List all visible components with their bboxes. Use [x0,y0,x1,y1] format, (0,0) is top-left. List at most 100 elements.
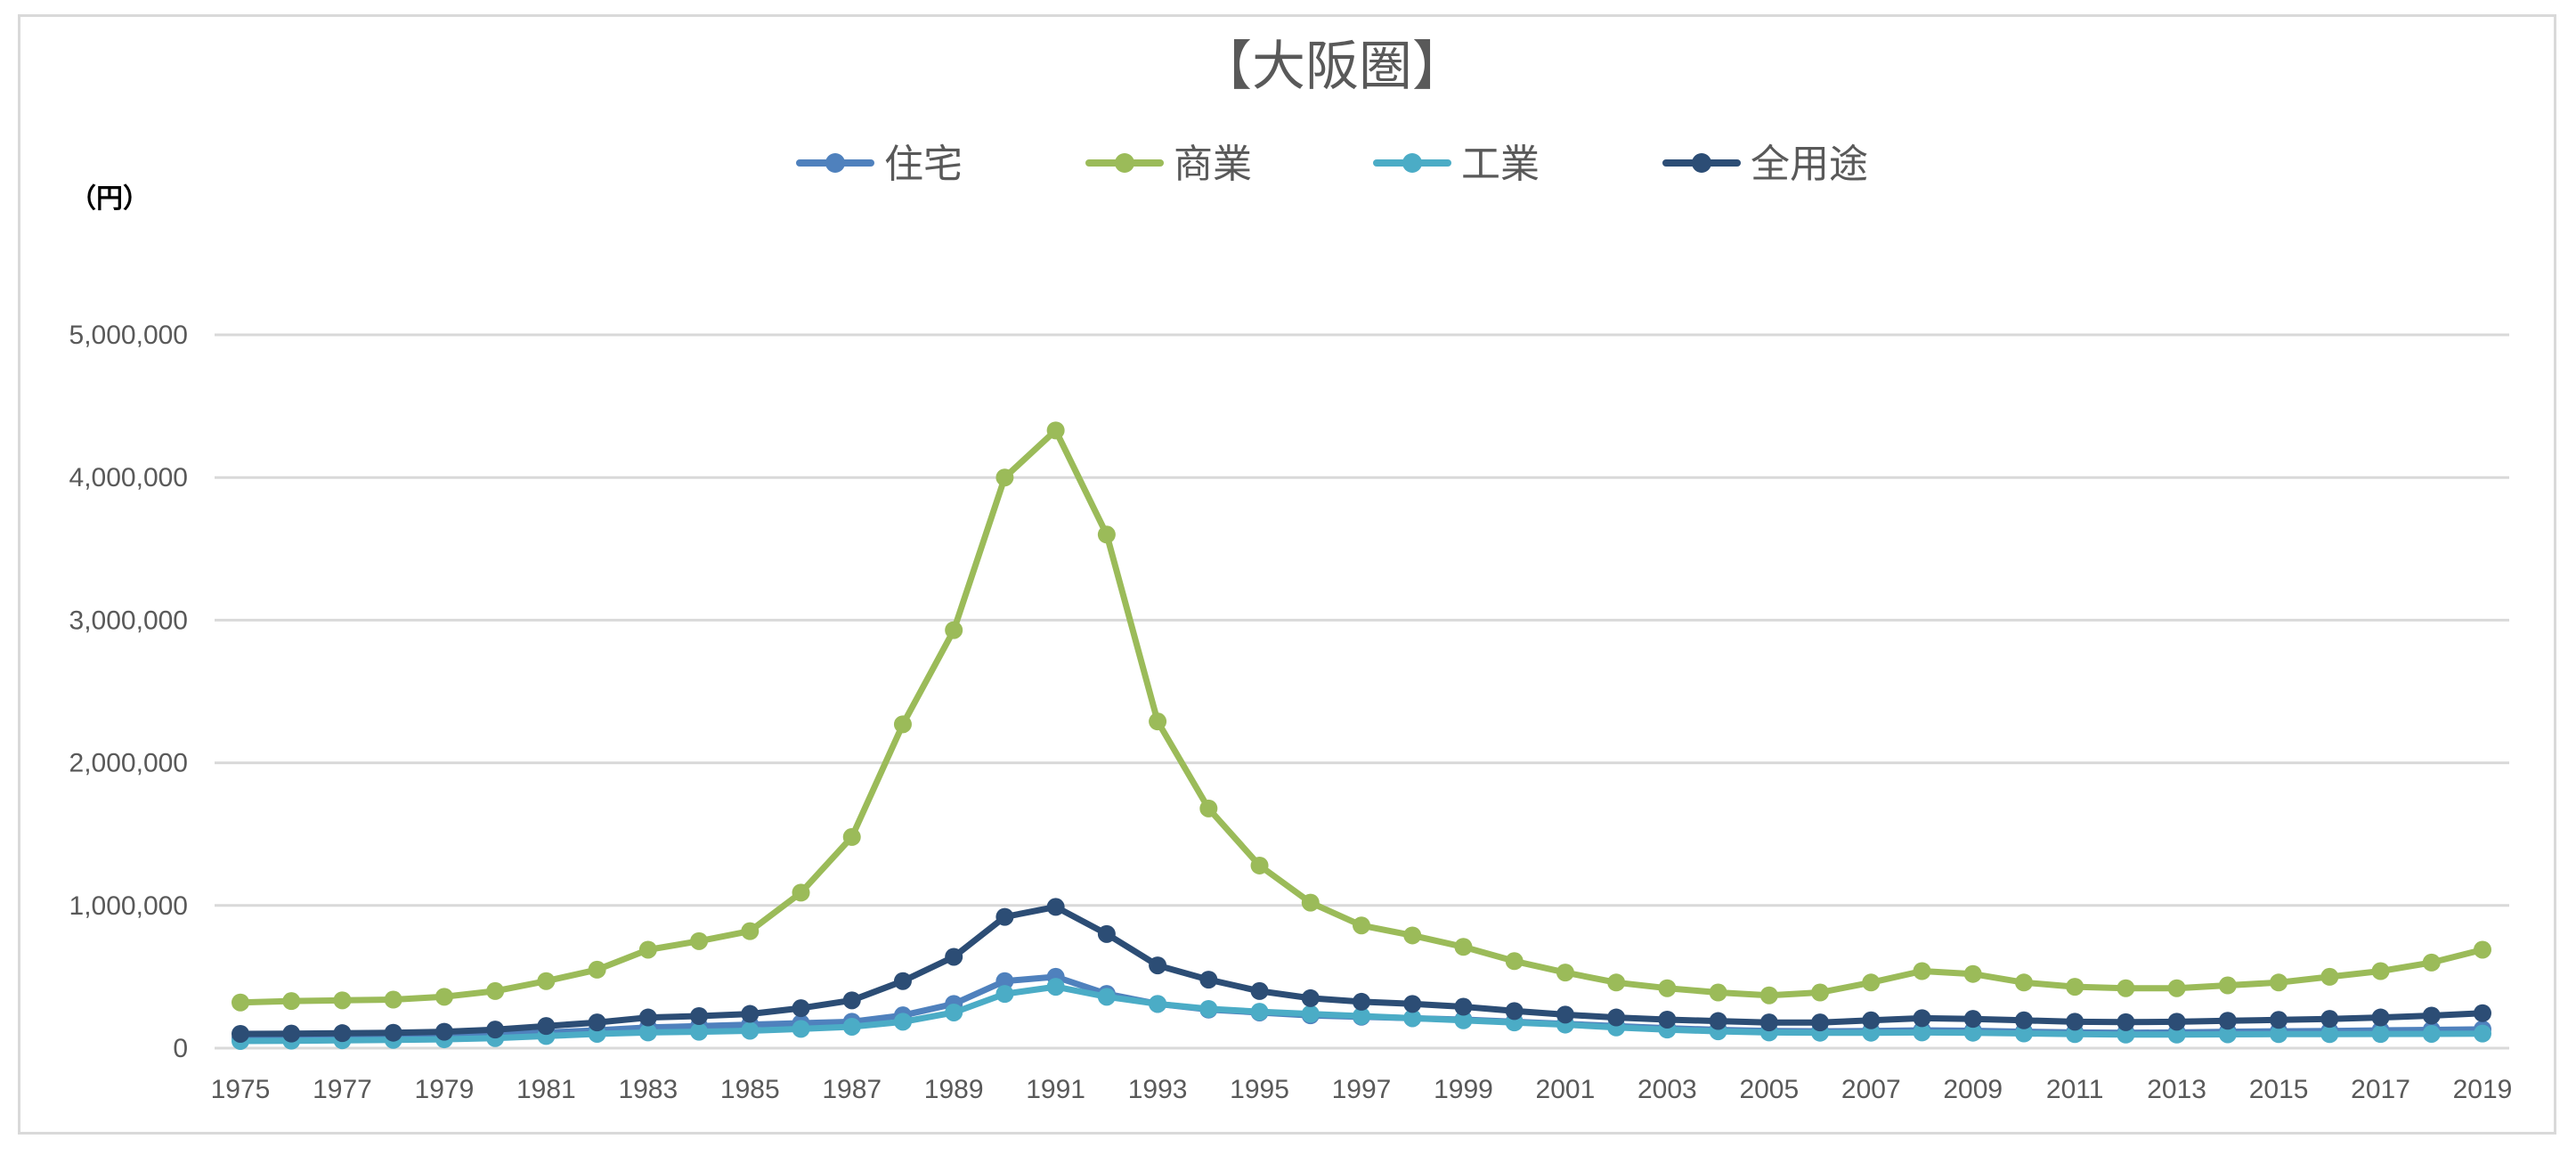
data-point [1301,893,1320,912]
series-layer [232,421,2491,1050]
data-point [2474,1004,2491,1022]
data-point [1658,979,1677,997]
data-point [1607,973,1626,992]
data-point [2066,978,2084,996]
data-point [2218,1025,2237,1044]
data-point [1403,1009,1422,1028]
data-point [2371,962,2390,980]
data-point [893,715,912,734]
data-point [638,1008,657,1027]
data-point [638,1023,657,1042]
data-point [1199,999,1218,1018]
data-point [2371,1008,2390,1027]
data-point [945,1003,963,1021]
y-tick-label: 3,000,000 [69,606,188,635]
x-tick-label: 2005 [1739,1075,1799,1104]
data-point [690,1022,709,1041]
data-point [282,992,301,1011]
legend-swatch-marker [1692,153,1711,173]
data-point [1913,962,1931,980]
data-point [2167,1013,2186,1031]
legend-label: 工業 [1461,142,1540,187]
data-point [1505,952,1524,971]
data-point [945,621,963,639]
data-point [2422,1024,2441,1043]
data-point [1097,924,1116,943]
legend-label: 住宅 [884,142,963,187]
data-point [435,1022,453,1041]
data-point [1709,1012,1727,1030]
data-point [741,1021,760,1040]
data-point [2117,1025,2135,1044]
legend-entry-0: 住宅 [796,142,963,187]
y-axis-unit-label: （円） [69,183,150,215]
data-point [1556,964,1574,982]
x-tick-label: 1987 [822,1075,882,1104]
data-point [2117,979,2135,997]
data-point [1149,995,1167,1013]
data-point [2270,1025,2288,1044]
legend: 住宅 商業 工業 全用途 [796,142,1868,187]
data-point [2014,1011,2033,1029]
data-point [1556,1005,1574,1024]
data-point [384,1023,402,1042]
series-2 [232,978,2491,1050]
data-point [1353,1006,1370,1025]
data-point [792,1020,810,1038]
data-point [741,1005,760,1023]
x-tick-label: 1985 [720,1075,780,1104]
data-point [741,922,760,940]
y-tick-label: 0 [173,1034,188,1063]
data-point [333,991,352,1010]
data-point [1454,1011,1473,1029]
data-point [1913,1009,1931,1028]
data-point [486,981,505,1000]
data-point [1454,997,1473,1016]
data-point [1607,1008,1626,1027]
data-point [1199,971,1218,989]
x-tick-label: 2003 [1637,1075,1697,1104]
series-3 [232,898,2491,1043]
data-point [1097,525,1116,544]
data-point [893,1013,912,1031]
data-point [2218,976,2237,995]
data-point [2474,1024,2491,1043]
data-point [1963,1023,1982,1042]
x-tick-label: 1989 [924,1075,984,1104]
y-tick-label: 2,000,000 [69,749,188,778]
x-tick-label: 1997 [1332,1075,1392,1104]
legend-swatch-marker [1402,153,1422,173]
data-point [1759,1013,1778,1032]
data-point [893,972,912,990]
data-point [995,468,1014,487]
data-point [588,960,606,979]
x-tick-label: 1995 [1230,1075,1289,1104]
legend-label: 全用途 [1751,142,1868,187]
data-point [1353,992,1370,1011]
data-point [792,883,810,902]
x-tick-label: 1993 [1128,1075,1188,1104]
data-point [282,1024,301,1043]
data-point [2014,973,2033,992]
data-point [945,948,963,966]
data-point [1199,799,1218,817]
data-point [690,931,709,950]
data-point [1046,978,1065,996]
data-point [1149,712,1167,731]
y-tick-label: 4,000,000 [69,463,188,492]
data-point [2066,1025,2084,1044]
data-point [2218,1012,2237,1030]
data-point [537,1017,556,1036]
data-point [486,1021,505,1039]
data-point [690,1006,709,1025]
data-point [1353,916,1370,935]
x-tick-label: 2009 [1943,1075,2003,1104]
data-point [2014,1024,2033,1043]
x-tick-label: 1979 [415,1075,475,1104]
data-point [2270,1011,2288,1029]
data-point [842,1017,861,1036]
series-1 [232,421,2491,1012]
x-axis-ticks: 1975 1977 1979 1981 1983 1985 1987 1989 1991 1993… [211,1075,2513,1104]
data-point [1250,1003,1269,1021]
legend-entry-3: 全用途 [1662,142,1868,187]
